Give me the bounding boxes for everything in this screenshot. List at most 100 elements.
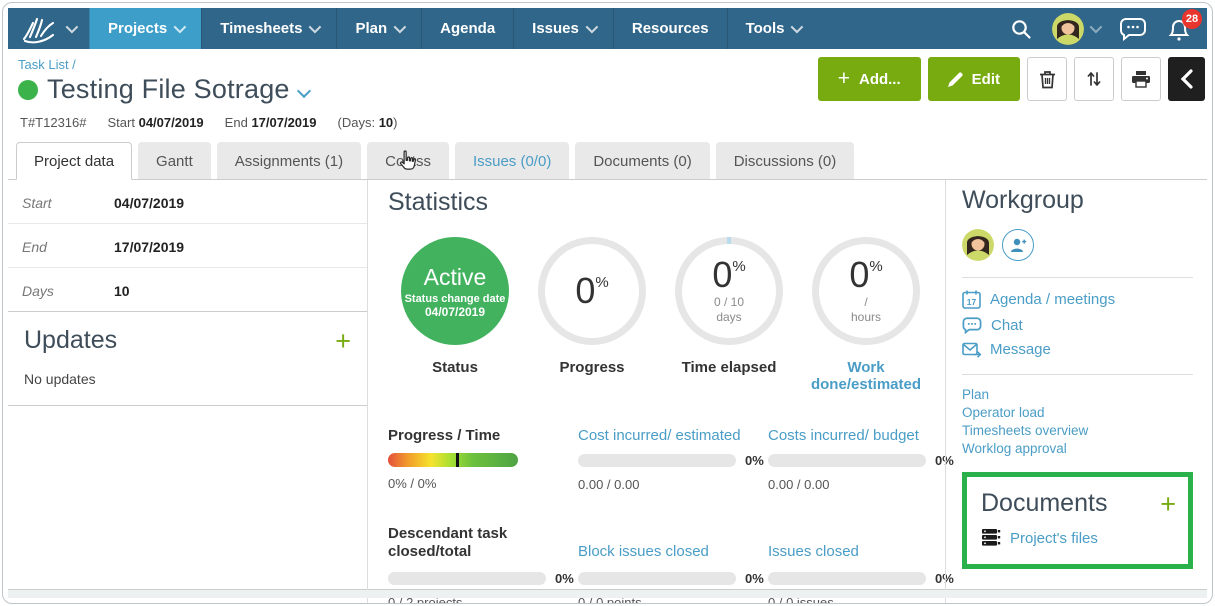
edit-button-label: Edit [971, 70, 1000, 88]
progress-value: 0 [575, 270, 596, 311]
tab-costs[interactable]: Costss [367, 142, 449, 179]
app-logo[interactable] [8, 8, 89, 49]
user-menu-chevron-icon[interactable] [1089, 20, 1103, 34]
nav-label: Tools [745, 20, 785, 37]
add-update-button[interactable]: + [335, 325, 351, 356]
twproject-hand-logo-icon [20, 14, 60, 44]
detail-row-start: Start 04/07/2019 [8, 180, 367, 224]
nav-item-tools[interactable]: Tools [726, 8, 819, 49]
status-gauge-label: Status [432, 359, 478, 376]
progress-time-gradient-bar [388, 453, 518, 467]
add-member-button[interactable] [1002, 229, 1034, 261]
status-circle: Active Status change date 04/07/2019 [401, 237, 509, 345]
file-storage-icon [981, 528, 1001, 548]
meter-title-link[interactable]: Block issues closed [578, 543, 709, 561]
operator-load-link[interactable]: Operator load [962, 405, 1045, 420]
meter-bar [768, 572, 926, 585]
chat-bubble-icon [962, 316, 982, 334]
tab-bar: Project data Gantt Assignments (1) Costs… [8, 130, 1207, 180]
meter-percent: 0% [745, 453, 764, 468]
add-document-button[interactable]: + [1160, 488, 1176, 519]
page-header: Task List / Testing File Sotrage + Add..… [8, 49, 1207, 105]
worklog-approval-link[interactable]: Worklog approval [962, 441, 1067, 456]
meter-block-issues: Block issues closed 0% 0 / 0 points [578, 520, 768, 603]
tab-project-data[interactable]: Project data [16, 142, 133, 180]
documents-section-highlighted: Documents + [962, 472, 1193, 569]
delete-button[interactable] [1027, 57, 1067, 101]
documents-heading: Documents [981, 489, 1108, 517]
plan-link[interactable]: Plan [962, 387, 990, 402]
svg-text:17: 17 [967, 297, 977, 307]
tab-gantt[interactable]: Gantt [138, 142, 211, 179]
nav-item-timesheets[interactable]: Timesheets [201, 8, 336, 49]
sort-order-button[interactable] [1074, 57, 1114, 101]
notification-badge: 28 [1182, 8, 1202, 29]
nav-label: Projects [108, 20, 168, 37]
task-start-date: 04/07/2019 [138, 115, 204, 130]
tab-issues[interactable]: Issues (0/0) [454, 142, 570, 179]
meter-title-link[interactable]: Issues closed [768, 543, 859, 561]
user-avatar[interactable] [1052, 12, 1084, 45]
chevron-down-icon [393, 20, 407, 34]
time-elapsed-value: 0 [712, 254, 733, 295]
timesheets-overview-link[interactable]: Timesheets overview [962, 423, 1089, 438]
chat-link[interactable]: Chat [962, 316, 1193, 334]
add-button[interactable]: + Add... [817, 57, 921, 101]
meter-percent: 0% [935, 453, 954, 468]
add-button-label: Add... [858, 70, 901, 88]
projects-files-link[interactable]: Project's files [1010, 529, 1098, 547]
start-value: 04/07/2019 [114, 195, 185, 211]
progress-gauge-label: Progress [559, 359, 625, 376]
meter-issues-closed: Issues closed 0% 0 / 0 issues [768, 520, 958, 603]
meter-title: Descendant task closed/total [388, 524, 508, 561]
time-elapsed-gauge: 0% 0 / 10 days Time elapsed [666, 237, 792, 393]
top-navbar: Projects Timesheets Plan Agenda Issues R… [8, 8, 1207, 49]
statistics-heading: Statistics [388, 188, 489, 216]
notifications-bell-icon[interactable]: 28 [1167, 8, 1202, 42]
status-dot-icon [18, 79, 38, 100]
print-button[interactable] [1121, 57, 1161, 101]
tab-discussions[interactable]: Discussions (0) [715, 142, 855, 179]
logo-chevron-down-icon [65, 20, 79, 34]
chevron-down-icon [173, 20, 187, 34]
message-link[interactable]: Message [962, 341, 1193, 358]
meter-title-link[interactable]: Costs incurred/ budget [768, 427, 919, 444]
progress-gauge: 0% Progress [529, 237, 655, 393]
nav-label: Agenda [440, 20, 496, 37]
quick-links: Plan Operator load Timesheets overview W… [962, 387, 1193, 456]
chat-icon[interactable] [1119, 16, 1147, 41]
nav-item-plan[interactable]: Plan [336, 8, 421, 49]
breadcrumb[interactable]: Task List / [18, 57, 76, 72]
tab-documents[interactable]: Documents (0) [575, 142, 710, 179]
collapse-panel-button[interactable] [1168, 57, 1205, 101]
nav-label: Resources [631, 20, 709, 37]
workgroup-heading: Workgroup [962, 186, 1084, 214]
navbar-right: 28 [1010, 8, 1207, 49]
task-info-line: T#T12316# Start 04/07/2019 End 17/07/201… [20, 115, 398, 130]
meter-bar [578, 572, 736, 585]
updates-section: Updates + No updates [8, 312, 367, 387]
nav-item-agenda[interactable]: Agenda [421, 8, 513, 49]
agenda-meetings-link[interactable]: 17 Agenda / meetings [962, 290, 1193, 309]
search-icon[interactable] [1010, 18, 1032, 40]
work-done-gauge-link[interactable]: Work done/estimated [810, 359, 922, 393]
pencil-icon [947, 71, 963, 87]
member-avatar[interactable] [962, 229, 994, 261]
time-elapsed-unit: days [716, 310, 742, 324]
meter-percent: 0% [935, 571, 954, 586]
workgroup-members [962, 229, 1193, 261]
meter-sub: 0.00 / 0.00 [768, 477, 830, 492]
gauges-row: Active Status change date 04/07/2019 Sta… [382, 237, 939, 393]
updates-heading: Updates [24, 326, 118, 354]
start-label: Start [22, 195, 52, 211]
nav-item-projects[interactable]: Projects [89, 8, 202, 49]
meters-grid: Progress / Time 0% / 0% Cost incurred/ e… [388, 423, 954, 603]
nav-item-resources[interactable]: Resources [612, 8, 727, 49]
nav-item-issues[interactable]: Issues [513, 8, 613, 49]
title-chevron-down-icon[interactable] [296, 83, 311, 98]
trash-icon [1039, 70, 1056, 89]
status-value: Active [423, 263, 487, 290]
tab-assignments[interactable]: Assignments (1) [216, 142, 362, 179]
meter-title-link[interactable]: Cost incurred/ estimated [578, 427, 741, 444]
edit-button[interactable]: Edit [927, 57, 1020, 101]
